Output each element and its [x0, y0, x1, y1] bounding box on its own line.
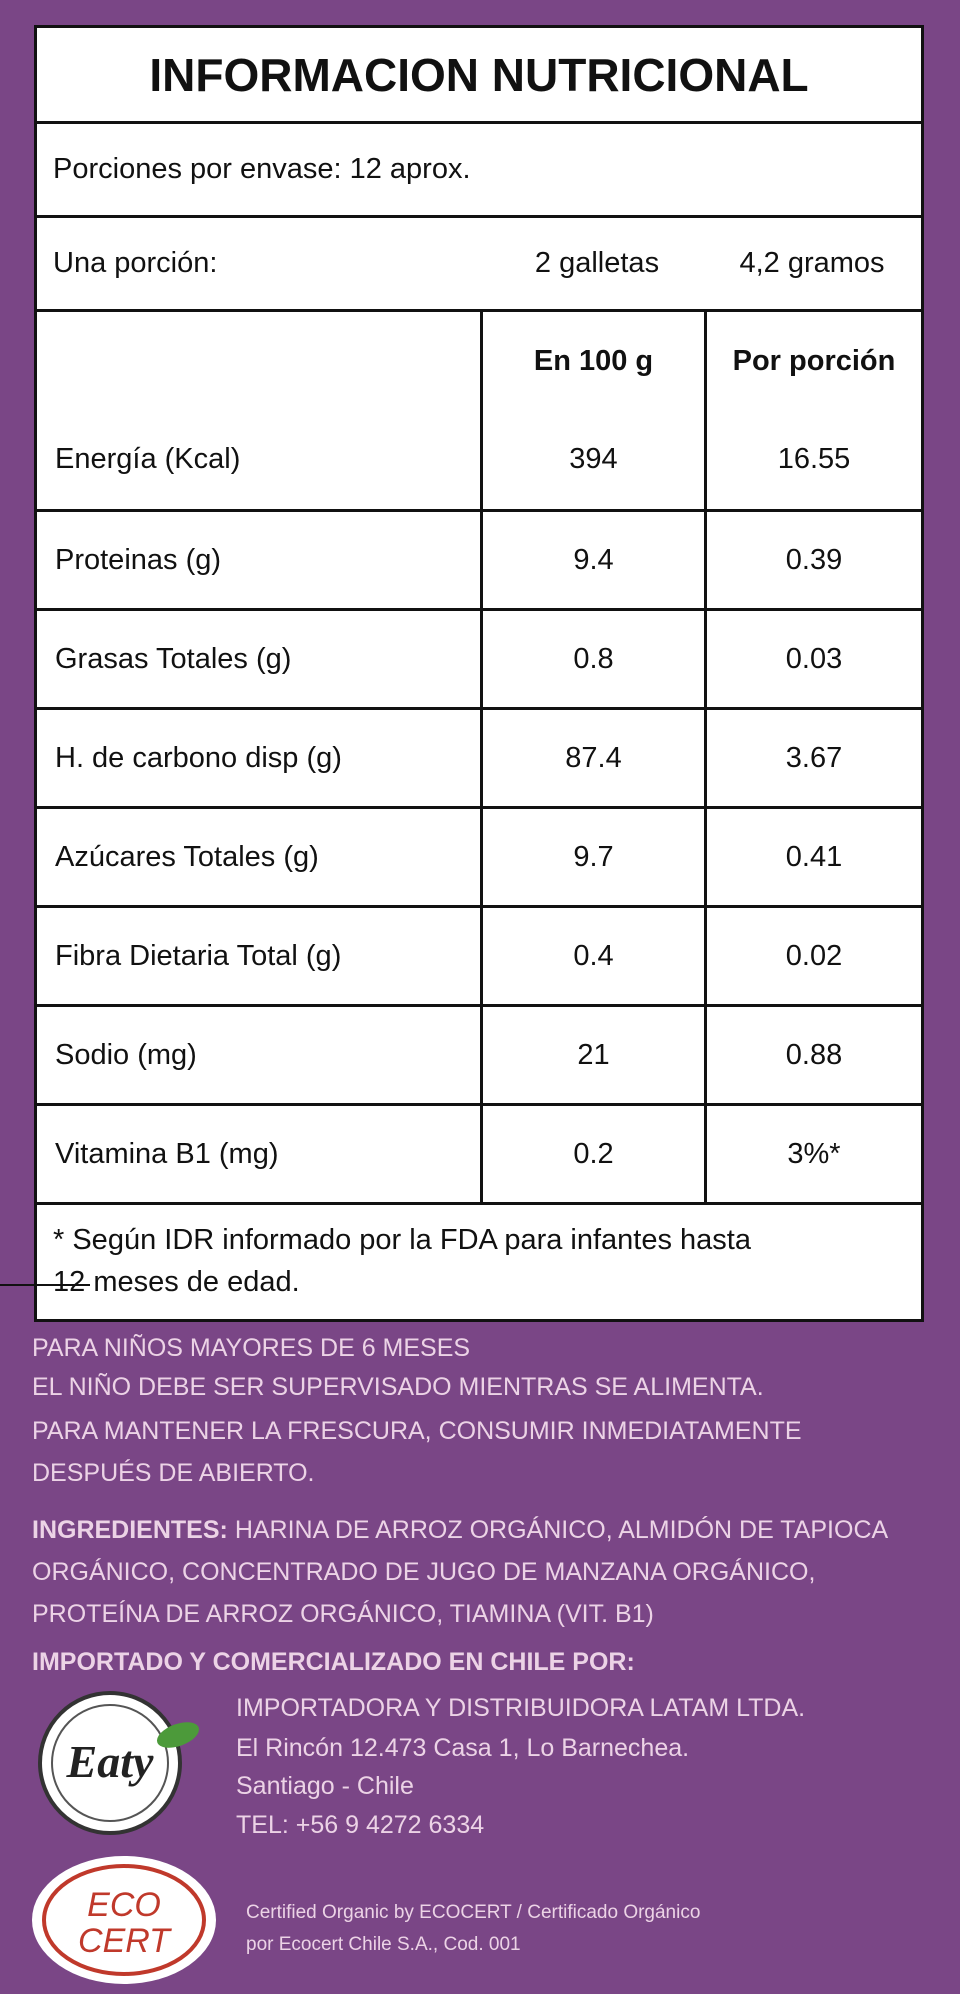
nutrient-label: Grasas Totales (g)	[55, 642, 292, 675]
nutrition-table: INFORMACION NUTRICIONAL Porciones por en…	[34, 25, 924, 1322]
value-cell: 87.4	[480, 710, 704, 806]
column-header: Por porción	[704, 312, 921, 410]
ecocert-logo: ECO CERT	[32, 1856, 216, 1984]
table-row: Grasas Totales (g) 0.8 0.03	[37, 608, 921, 707]
warning: EL NIÑO DEBE SER SUPERVISADO MIENTRAS SE…	[32, 1373, 764, 1401]
logo-circle	[38, 1691, 182, 1835]
value-cell: 0.2	[480, 1106, 704, 1202]
servings: Porciones por envase: 12 aprox.	[53, 153, 471, 185]
value-cell: 3.67	[704, 710, 921, 806]
value-cell: 3%*	[704, 1106, 921, 1202]
table-row: Sodio (mg) 21 0.88	[37, 1004, 921, 1103]
table-row: Vitamina B1 (mg) 0.2 3%*	[37, 1103, 921, 1202]
certification-line: Certified Organic by ECOCERT / Certifica…	[246, 1902, 701, 1923]
title: INFORMACION NUTRICIONAL	[149, 48, 809, 101]
table-row: Proteinas (g) 9.4 0.39	[37, 509, 921, 608]
logo-leaf	[156, 1722, 200, 1748]
table-row: Azúcares Totales (g) 9.7 0.41	[37, 806, 921, 905]
nutrient-label: Energía (Kcal)	[55, 443, 241, 475]
blank-cell	[37, 312, 480, 410]
value-cell: 0.4	[480, 908, 704, 1004]
importer-line: TEL: +56 9 4272 6334	[236, 1811, 485, 1839]
value-cell: 0.39	[704, 512, 921, 608]
nutrient-label: Vitamina B1 (mg)	[55, 1137, 279, 1170]
eaty-logo: Eaty	[38, 1691, 200, 1835]
logo-text: Eaty	[66, 1736, 154, 1787]
certification-line: por Ecocert Chile S.A., Cod. 001	[246, 1934, 521, 1955]
table-row: H. de carbono disp (g) 87.4 3.67	[37, 707, 921, 806]
value-cell: 0.88	[704, 1007, 921, 1103]
table-row: Energía (Kcal) 394 16.55	[37, 410, 921, 509]
value-cell: 21	[480, 1007, 704, 1103]
portion-weight: 4,2 gramos	[739, 247, 885, 279]
nutrient-label: Azúcares Totales (g)	[55, 840, 319, 873]
title-row: INFORMACION NUTRICIONAL	[37, 28, 921, 121]
importer-line: IMPORTADORA Y DISTRIBUIDORA LATAM LTDA.	[236, 1694, 806, 1722]
warning: DESPUÉS DE ABIERTO.	[32, 1459, 315, 1487]
importer-line: El Rincón 12.473 Casa 1, Lo Barnechea.	[236, 1734, 690, 1762]
logo-ring	[42, 1864, 206, 1976]
value-cell: 0.41	[704, 809, 921, 905]
logo-ellipse	[32, 1856, 216, 1984]
importer-heading: IMPORTADO Y COMERCIALIZADO EN CHILE POR:	[32, 1648, 635, 1676]
logo-ring	[51, 1704, 169, 1822]
value-cell: 9.4	[480, 512, 704, 608]
footnote-row: * Según IDR informado por la FDA para in…	[37, 1202, 921, 1319]
column-header-row: En 100 g Por porción	[37, 309, 921, 410]
value-cell: 0.02	[704, 908, 921, 1004]
table-row: Fibra Dietaria Total (g) 0.4 0.02	[37, 905, 921, 1004]
warning: PARA NIÑOS MAYORES DE 6 MESES	[32, 1334, 471, 1362]
value-cell: 9.7	[480, 809, 704, 905]
servings-row: Porciones por envase: 12 aprox.	[37, 121, 921, 215]
portion-count: 2 galletas	[534, 247, 660, 279]
value-cell: 0.8	[480, 611, 704, 707]
nutrient-label: Proteinas (g)	[55, 543, 222, 576]
ingredients-label: INGREDIENTES:	[32, 1516, 228, 1544]
footnote-line: * Según IDR informado por la FDA para in…	[53, 1224, 751, 1256]
table-body: Energía (Kcal) 394 16.55 Proteinas (g) 9.4 0.…	[37, 410, 921, 1202]
portion-label: Una porción:	[53, 247, 218, 279]
value-cell: 394	[480, 410, 704, 509]
footnote-line: 12 meses de edad.	[53, 1266, 300, 1298]
decor-line	[0, 1284, 90, 1286]
warning: PARA MANTENER LA FRESCURA, CONSUMIR INME…	[32, 1417, 802, 1445]
nutrient-label: H. de carbono disp (g)	[55, 741, 342, 774]
portion-row: Una porción: 2 galletas 4,2 gramos	[37, 215, 921, 309]
value-cell: 16.55	[704, 410, 921, 509]
column-header: En 100 g	[480, 312, 704, 410]
logo-text: ECO	[87, 1886, 161, 1924]
value-cell: 0.03	[704, 611, 921, 707]
logo-text: CERT	[78, 1922, 172, 1960]
nutrient-label: Fibra Dietaria Total (g)	[55, 939, 342, 972]
nutrient-label: Sodio (mg)	[55, 1038, 197, 1071]
ingredients-text: HARINA DE ARROZ ORGÁNICO, ALMIDÓN DE TAP…	[32, 1516, 887, 1628]
ingredients: INGREDIENTES: HARINA DE ARROZ ORGÁNICO, …	[32, 1509, 937, 1635]
importer-line: Santiago - Chile	[236, 1772, 414, 1800]
